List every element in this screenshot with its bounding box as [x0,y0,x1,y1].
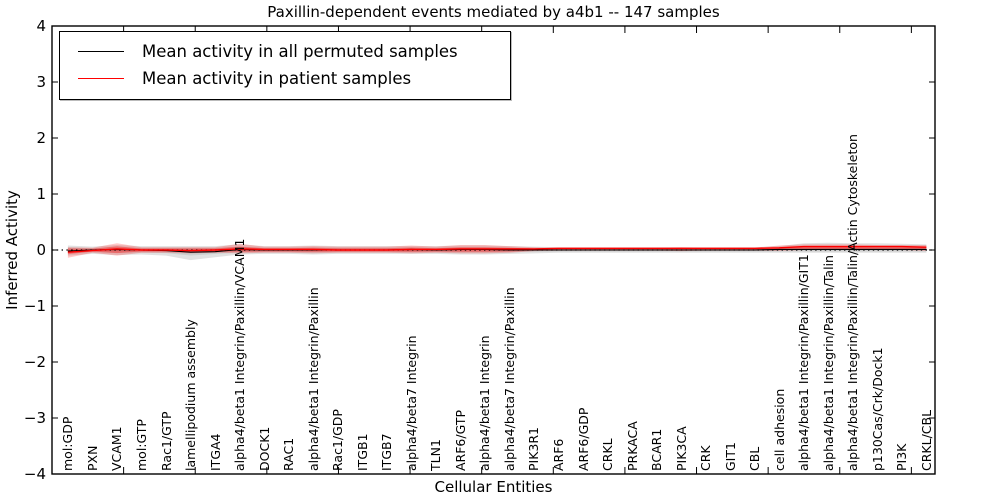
x-category-label: p130Cas/Crk/Dock1 [869,347,885,471]
x-category-label: ITGB1 [354,433,370,471]
permuted-line-swatch [78,51,124,52]
x-category-label: cell adhesion [771,388,787,471]
x-category-label: PI3K [894,443,910,471]
patient-mean-line [67,245,927,253]
patient-envelope-band-inner [67,246,927,255]
y-tick-label: 4 [36,17,46,35]
x-category-label: PIK3CA [673,426,689,471]
x-category-label: PRKACA [624,421,640,471]
x-category-label: alpha4/beta7 Integrin [403,335,419,471]
x-category-label: alpha4/beta1 Integrin/Paxillin/Talin [820,255,836,471]
x-category-label: alpha4/beta1 Integrin/Paxillin/Talin/Act… [845,134,861,471]
x-category-label: DOCK1 [256,426,272,471]
x-category-label: ARF6/GTP [452,409,468,471]
x-category-label: ITGA4 [207,433,223,471]
y-tick-label: −3 [23,409,46,427]
y-tick-label: 2 [36,129,46,147]
y-tick-label: −2 [23,353,46,371]
x-category-label: mol:GTP [134,419,150,471]
x-category-label: BCAR1 [649,428,665,471]
y-tick-label: −4 [23,465,46,483]
x-category-label: lamellipodium assembly [183,319,199,471]
legend-row-patient: Mean activity in patient samples [70,65,500,92]
x-category-label: alpha4/beta1 Integrin/Paxillin/GIT1 [796,254,812,471]
chart-title: Paxillin-dependent events mediated by a4… [267,3,720,21]
legend-label-patient: Mean activity in patient samples [142,69,412,88]
patient-envelope-band [67,243,927,258]
x-category-label: CRK [698,445,714,471]
x-axis-label: Cellular Entities [434,478,553,496]
x-category-label: CBL [747,446,763,471]
x-category-label: alpha4/beta1 Integrin/Paxillin [305,287,321,471]
permuted-mean-line [67,248,927,253]
x-category-label: CRKL [600,438,616,471]
y-tick-label: −1 [23,297,46,315]
legend-row-permuted: Mean activity in all permuted samples [70,38,500,65]
x-category-label: Rac1/GTP [158,411,174,471]
x-category-label: VCAM1 [109,426,125,471]
y-tick-label: 1 [36,185,46,203]
patient-line-swatch [78,78,124,79]
x-category-label: alpha4/beta7 Integrin/Paxillin [501,287,517,471]
y-tick-label: 0 [36,241,46,259]
x-category-label: GIT1 [722,442,738,471]
x-category-label: RAC1 [281,437,297,471]
x-category-label: ARF6/GDP [575,407,591,471]
x-category-label: TLN1 [428,439,444,471]
permuted-envelope-band [67,242,927,261]
x-category-label: ITGB7 [379,433,395,471]
x-category-label: ARF6 [550,438,566,471]
x-category-label: alpha4/beta1 Integrin [477,335,493,471]
x-category-label: mol:GDP [60,416,76,471]
x-category-label: CRKL/CBL [918,409,934,471]
x-category-label: alpha4/beta1 Integrin/Paxillin/VCAM1 [232,238,248,471]
x-category-label: Rac1/GDP [330,409,346,471]
legend-label-permuted: Mean activity in all permuted samples [142,42,458,61]
x-category-label: PXN [84,445,100,471]
permuted-envelope-band-inner [67,246,927,256]
legend-box: Mean activity in all permuted samples Me… [59,31,511,100]
x-category-label: PIK3R1 [526,426,542,471]
y-tick-label: 3 [36,73,46,91]
